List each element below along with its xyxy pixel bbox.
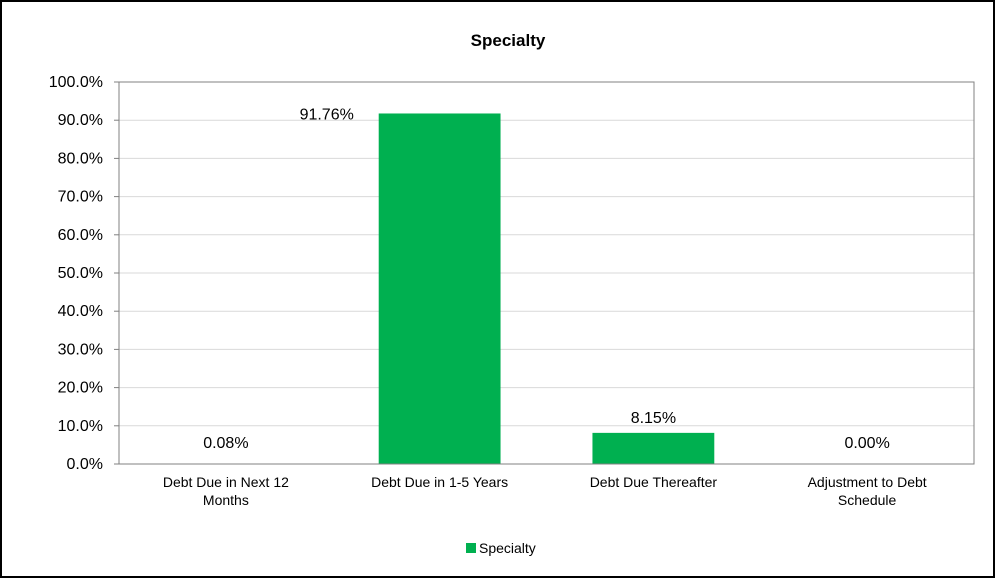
- data-label: 91.76%: [300, 106, 354, 123]
- x-tick-label: Debt Due Thereafter: [590, 474, 718, 490]
- y-tick-label: 40.0%: [58, 303, 103, 320]
- bar: [592, 433, 714, 464]
- chart-title: Specialty: [471, 31, 546, 50]
- legend-label: Specialty: [479, 540, 536, 556]
- y-tick-label: 20.0%: [58, 380, 103, 397]
- y-tick-label: 0.0%: [67, 456, 103, 473]
- y-tick-label: 80.0%: [58, 150, 103, 167]
- y-tick-label: 30.0%: [58, 341, 103, 358]
- bar: [379, 113, 501, 464]
- x-tick-label: Debt Due in 1-5 Years: [371, 474, 508, 490]
- y-tick-label: 60.0%: [58, 227, 103, 244]
- y-tick-label: 50.0%: [58, 265, 103, 282]
- legend-swatch: [466, 543, 476, 553]
- y-tick-label: 70.0%: [58, 189, 103, 206]
- y-tick-label: 100.0%: [49, 74, 103, 91]
- y-tick-label: 10.0%: [58, 418, 103, 435]
- data-label: 0.00%: [844, 435, 889, 452]
- data-label: 0.08%: [203, 435, 248, 452]
- y-tick-label: 90.0%: [58, 112, 103, 129]
- data-label: 8.15%: [631, 410, 676, 427]
